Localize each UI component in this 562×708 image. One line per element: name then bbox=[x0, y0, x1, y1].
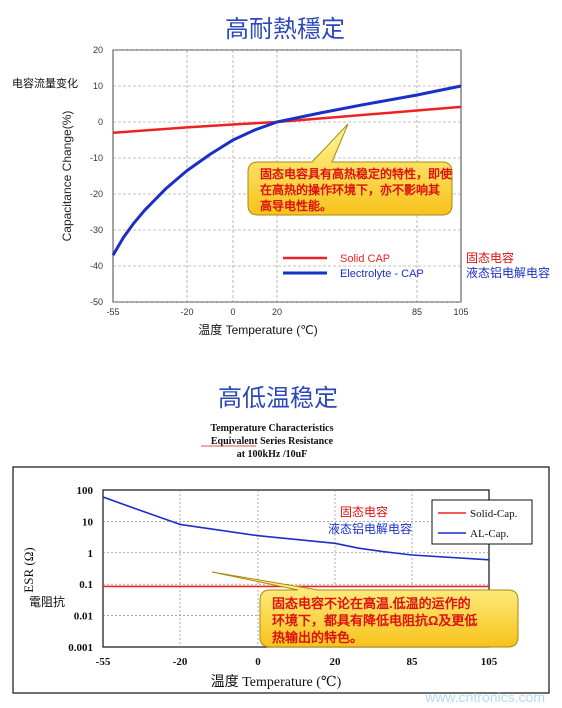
legend-label-electrolyte-cap: Electrolyte - CAP bbox=[340, 268, 424, 280]
chart1-y-tick-label: 0 bbox=[98, 117, 103, 127]
chart1-x-tick-label: 20 bbox=[272, 307, 282, 317]
chart1-x-tick-label: 0 bbox=[230, 307, 235, 317]
chart1-x-tick-label: 85 bbox=[412, 307, 422, 317]
chart2-y-tick-label: 10 bbox=[82, 516, 94, 528]
chart1-legend: Solid CAP Electrolyte - CAP 固态电容 液态铝电解电容 bbox=[283, 250, 550, 280]
chart1-series bbox=[111, 84, 462, 256]
chart1-y-tick-label: -50 bbox=[90, 297, 103, 307]
chart1-callout-text: 固态电容具有高热稳定的特性，即使 在高热的操作环境下，亦不影响其 高导电性能。 bbox=[260, 166, 455, 213]
chart2-y-tick-label: 0.1 bbox=[79, 579, 93, 591]
chart2-subtitle-line1: Temperature Characteristics bbox=[210, 423, 333, 434]
chart1-y-ticks: 20 10 0 -10 -20 -30 -40 -50 bbox=[90, 45, 103, 307]
chart2-gridlines bbox=[103, 490, 489, 647]
chart2-y-axis-label: ESR (Ω) bbox=[21, 547, 36, 592]
esr-chart: 高低温稳定 Temperature Characteristics Equiva… bbox=[12, 385, 550, 694]
chart2-legend-box bbox=[431, 499, 533, 545]
chart1-gridlines bbox=[113, 49, 461, 303]
chart2-subtitle-line3: at 100kHz /10uF bbox=[237, 449, 308, 460]
chart1-y-tick-label: -20 bbox=[90, 189, 103, 199]
chart1-x-ticks: -55 -20 0 20 85 105 bbox=[106, 307, 468, 317]
chart2-y-axis-label-cn: 電阻抗 bbox=[29, 594, 65, 609]
chart2-legend: Solid-Cap. AL-Cap. bbox=[431, 499, 533, 545]
chart2-frame bbox=[12, 466, 550, 694]
chart1-x-tick-label: 105 bbox=[453, 307, 468, 317]
legend-label-solid-cap: Solid CAP bbox=[340, 253, 390, 265]
capacitance-change-chart: 高耐熱穩定 20 10 0 -10 -20 -30 -40 -50 -55 -20 0 20 85 10… bbox=[12, 16, 550, 337]
chart1-y-tick-label: 10 bbox=[93, 81, 103, 91]
chart1-y-tick-label: 20 bbox=[93, 45, 103, 55]
legend-label-solid-cap-cn: 固态电容 bbox=[466, 250, 514, 265]
chart2-y-tick-label: 0.001 bbox=[68, 642, 93, 654]
chart2-y-tick-label: 0.01 bbox=[74, 611, 93, 623]
chart1-x-tick-label: -20 bbox=[180, 307, 193, 317]
chart2-label-al-cn: 液态铝电解电容 bbox=[328, 521, 412, 536]
al-cap-line bbox=[102, 496, 490, 561]
chart2-y-tick-label: 100 bbox=[77, 485, 94, 497]
chart2-x-tick-label: 85 bbox=[407, 656, 419, 668]
chart1-y-axis-label-cn: 电容流量变化 bbox=[12, 76, 78, 90]
chart1-y-axis-label: Capacitance Change(%) bbox=[60, 111, 74, 242]
chart1-title: 高耐熱穩定 bbox=[225, 16, 345, 43]
legend-label-electrolyte-cap-cn: 液态铝电解电容 bbox=[466, 265, 550, 280]
solid-cap-line bbox=[112, 105, 462, 135]
legend-label-al-cap: AL-Cap. bbox=[470, 528, 509, 540]
chart2-x-tick-label: 0 bbox=[255, 656, 261, 668]
chart1-y-tick-label: -30 bbox=[90, 225, 103, 235]
chart2-y-ticks: 100 10 1 0.1 0.01 0.001 bbox=[68, 485, 93, 654]
chart2-title: 高低温稳定 bbox=[218, 385, 338, 412]
chart2-x-tick-label: -20 bbox=[173, 656, 188, 668]
chart2-y-tick-label: 1 bbox=[88, 548, 94, 560]
watermark: www.cntronics.com bbox=[424, 689, 545, 705]
chart2-callout: 固态电容不论在高温.低温的运作的 环境下，都具有降低电阻抗Ω及更低 热输出的特色… bbox=[211, 571, 519, 648]
chart1-y-tick-label: -40 bbox=[90, 261, 103, 271]
legend-label-solid-cap2: Solid-Cap. bbox=[470, 508, 518, 520]
chart2-subtitle-line2: Equivalent Series Resistance bbox=[211, 436, 334, 447]
chart1-x-tick-label: -55 bbox=[106, 307, 119, 317]
chart2-x-axis-label: 温度 Temperature (℃) bbox=[211, 674, 342, 690]
chart1-y-tick-label: -10 bbox=[90, 153, 103, 163]
chart2-x-ticks: -55 -20 0 20 85 105 bbox=[96, 656, 498, 668]
chart1-callout: 固态电容具有高热稳定的特性，即使 在高热的操作环境下，亦不影响其 高导电性能。 bbox=[247, 123, 455, 216]
electrolyte-cap-line bbox=[111, 84, 462, 256]
chart2-x-tick-label: 105 bbox=[481, 656, 498, 668]
chart2-label-solid-cn: 固态电容 bbox=[340, 504, 388, 519]
chart2-callout-text: 固态电容不论在高温.低温的运作的 环境下，都具有降低电阻抗Ω及更低 热输出的特色… bbox=[272, 596, 481, 645]
chart2-x-tick-label: -55 bbox=[96, 656, 111, 668]
chart1-x-axis-label: 温度 Temperature (℃) bbox=[198, 322, 318, 337]
chart2-x-tick-label: 20 bbox=[330, 656, 342, 668]
